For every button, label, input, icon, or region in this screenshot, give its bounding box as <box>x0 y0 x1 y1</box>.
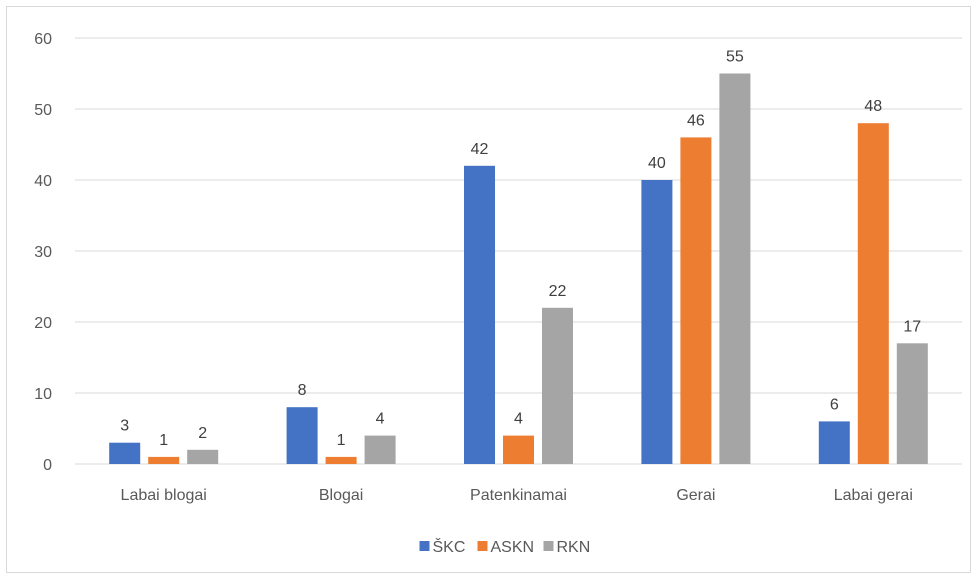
data-label: 3 <box>120 418 129 435</box>
y-tick-label: 0 <box>43 457 52 474</box>
data-label: 40 <box>648 155 666 172</box>
y-axis: 0 10 20 30 40 50 60 <box>34 31 52 474</box>
y-tick-label: 40 <box>34 173 52 190</box>
data-label: 6 <box>830 396 839 413</box>
legend: ŠKC ASKN RKN <box>419 537 591 556</box>
x-tick-label: Blogai <box>319 487 363 504</box>
data-label: 22 <box>549 283 567 300</box>
data-label: 55 <box>726 49 744 66</box>
data-label: 8 <box>298 382 307 399</box>
y-tick-label: 30 <box>34 244 52 261</box>
y-tick-label: 50 <box>34 102 52 119</box>
data-label: 2 <box>198 425 207 442</box>
y-tick-label: 10 <box>34 386 52 403</box>
bar <box>364 435 396 464</box>
legend-label: ŠKC <box>433 537 466 556</box>
y-tick-label: 20 <box>34 315 52 332</box>
data-label: 1 <box>337 432 346 449</box>
x-tick-label: Labai blogai <box>121 487 207 504</box>
legend-swatch <box>543 541 554 551</box>
chart-area <box>6 6 971 573</box>
y-tick-label: 60 <box>34 31 52 48</box>
bar <box>109 442 141 464</box>
legend-label: ASKN <box>491 539 535 556</box>
bar <box>187 449 219 464</box>
data-label: 46 <box>687 112 705 129</box>
x-tick-label: Gerai <box>676 487 715 504</box>
data-label: 48 <box>864 98 882 115</box>
legend-swatch <box>477 541 488 551</box>
bar <box>503 435 534 464</box>
bar <box>641 180 673 464</box>
bar <box>818 421 850 464</box>
bar <box>857 123 889 464</box>
bar <box>464 165 495 465</box>
legend-swatch <box>419 541 430 551</box>
bars <box>109 73 928 465</box>
bar <box>719 73 751 464</box>
bar <box>325 456 357 464</box>
data-label: 42 <box>471 141 489 158</box>
bar <box>680 137 712 464</box>
legend-label: RKN <box>557 539 591 556</box>
x-tick-label: Patenkinamai <box>470 487 567 504</box>
data-label: 1 <box>159 432 168 449</box>
bar <box>542 307 573 464</box>
data-label: 4 <box>514 411 523 428</box>
gridlines <box>75 37 962 465</box>
bar <box>148 456 180 464</box>
x-axis: Labai blogai Blogai Patenkinamai Gerai Labai… <box>121 487 913 504</box>
data-label: 17 <box>903 318 921 335</box>
x-tick-label: Labai gerai <box>834 487 913 504</box>
bar <box>286 407 318 464</box>
bar <box>896 343 928 464</box>
data-label: 4 <box>376 411 385 428</box>
